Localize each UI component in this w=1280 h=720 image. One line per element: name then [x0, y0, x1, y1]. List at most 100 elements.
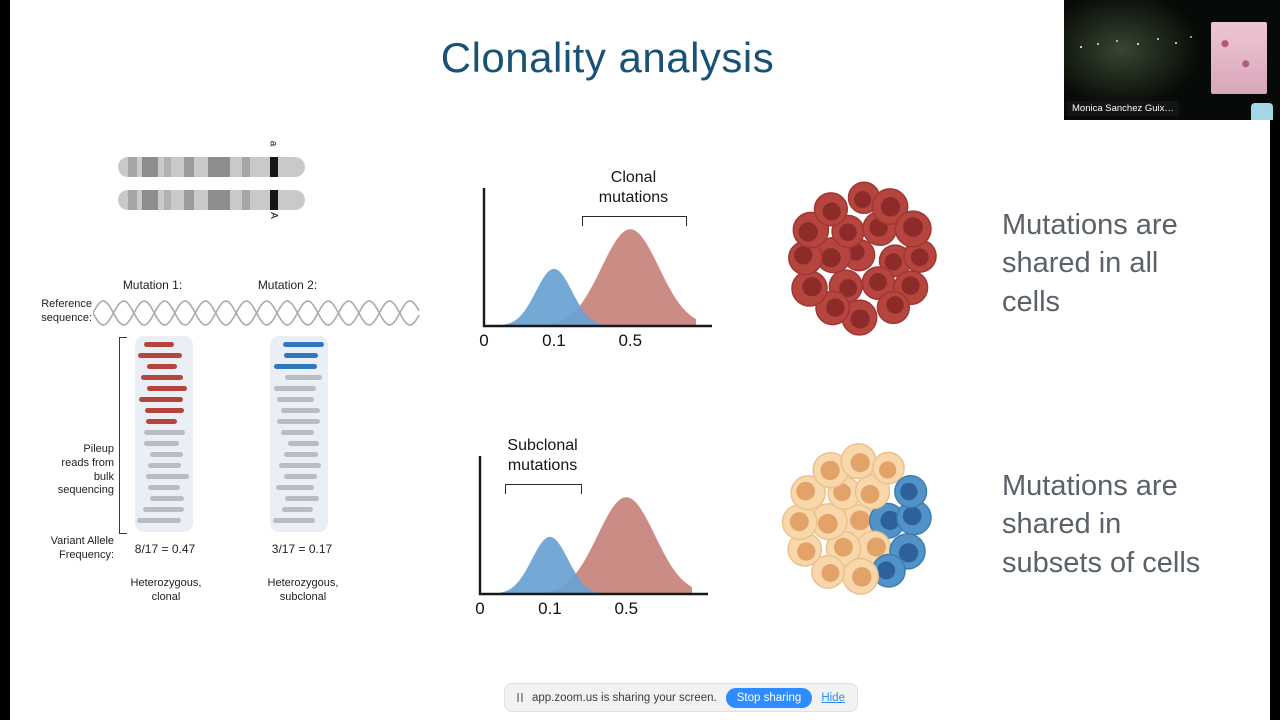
mutated-cell — [871, 553, 906, 588]
wildtype-read-bar — [274, 386, 316, 391]
wildtype-read-bar — [148, 485, 180, 490]
wildtype-read-bar — [285, 496, 319, 501]
wildtype-read-bar — [273, 518, 315, 523]
mutant-read-bar — [144, 342, 174, 347]
pause-icon[interactable] — [517, 693, 523, 702]
density-curve — [480, 497, 692, 594]
subclonal-vaf-density-chart: Subclonal mutations 0 0.1 0.5 — [466, 436, 711, 628]
cell — [878, 244, 912, 278]
wildtype-read-bar — [280, 408, 320, 413]
wildtype-read-bar — [150, 496, 184, 501]
reference-dna-helix-illustration — [93, 300, 420, 326]
wildtype-read-bar — [143, 430, 185, 435]
webcam-video-tile[interactable]: Monica Sanchez Guix… — [1064, 0, 1280, 120]
mutant-read-bar — [141, 375, 183, 380]
pileup-label: Pileup reads from bulk sequencing — [57, 443, 114, 497]
zygosity-label-mutation-1: Heterozygous, clonal — [130, 577, 202, 603]
webcam-scene-device — [1251, 103, 1273, 120]
cell — [842, 557, 880, 595]
chromosome-2 — [118, 190, 305, 210]
mutant-read-bar — [139, 397, 183, 402]
cell — [810, 502, 848, 541]
wildtype-read-bar — [287, 441, 319, 446]
mutant-read-bar — [284, 353, 318, 358]
webcam-scene-glow — [1064, 0, 1204, 110]
chromosome-1 — [118, 157, 305, 177]
mutant-read-bar — [147, 386, 187, 391]
zygosity-label-mutation-2: Heterozygous, subclonal — [267, 577, 339, 603]
cell — [813, 192, 849, 227]
wildtype-read-bar — [149, 452, 183, 457]
slide-title: Clonality analysis — [440, 34, 775, 81]
wildtype-read-bar — [284, 375, 322, 380]
mutant-read-bar — [138, 353, 182, 358]
webcam-scene-screen — [1211, 22, 1267, 94]
vaf-value-mutation-2: 3/17 = 0.17 — [271, 542, 333, 556]
subclonal-cell-cluster-illustration — [781, 442, 932, 595]
allele-label-uppercase-a: A — [267, 212, 279, 219]
stop-sharing-button[interactable]: Stop sharing — [725, 687, 813, 708]
reference-sequence-label: Reference sequence: — [41, 298, 92, 324]
pileup-column-mutation-1 — [135, 336, 193, 532]
wildtype-read-bar — [137, 518, 181, 523]
mutated-cell — [896, 499, 932, 536]
share-message: app.zoom.us is sharing your screen. — [532, 691, 717, 704]
cell — [871, 451, 905, 485]
wildtype-read-bar — [281, 507, 313, 512]
mutated-cell — [894, 475, 928, 509]
pileup-column-mutation-2 — [270, 336, 328, 532]
cell — [791, 270, 828, 307]
wildtype-read-bar — [283, 474, 317, 479]
wildtype-read-bar — [279, 463, 321, 468]
wildtype-read-bar — [276, 485, 314, 490]
wildtype-read-bar — [147, 463, 181, 468]
chart-title: Clonal mutations — [598, 169, 669, 206]
cell — [841, 299, 878, 336]
axis-tick-label: 0.5 — [614, 599, 639, 618]
axis-tick-label: 0 — [475, 599, 485, 618]
chart-title: Subclonal mutations — [507, 437, 578, 474]
clonal-vaf-density-chart: Clonal mutations 0 0.1 0.5 — [470, 168, 715, 360]
axes — [482, 188, 712, 328]
vaf-density-plot — [478, 456, 708, 596]
participant-name-label: Monica Sanchez Guix… — [1067, 100, 1179, 116]
wildtype-read-bar — [145, 474, 189, 479]
density-curve — [484, 229, 696, 326]
axis-tick-label: 0.1 — [538, 599, 562, 618]
mutant-read-bar — [273, 364, 317, 369]
vaf-value-mutation-1: 8/17 = 0.47 — [134, 542, 196, 556]
cell — [781, 504, 818, 541]
mutation-1-label: Mutation 1: — [122, 278, 183, 292]
axis-tick-label: 0 — [479, 331, 489, 350]
wildtype-read-bar — [280, 430, 314, 435]
cell — [854, 473, 891, 510]
cell — [903, 239, 937, 273]
range-bracket — [505, 484, 582, 494]
mutant-read-bar — [144, 408, 184, 413]
axes — [478, 456, 708, 596]
cell — [811, 554, 846, 589]
wildtype-read-bar — [276, 397, 314, 402]
density-curve — [484, 268, 696, 326]
chromosome-pair-illustration — [118, 157, 305, 210]
mutation-2-label: Mutation 2: — [257, 278, 318, 292]
zoom-share-bar: app.zoom.us is sharing your screen. Stop… — [504, 683, 858, 712]
hide-link[interactable]: Hide — [821, 691, 845, 704]
cell — [871, 188, 909, 225]
subclonal-caption: Mutations are shared in subsets of cells — [1002, 470, 1201, 579]
clonal-cell-cluster-illustration — [788, 181, 937, 336]
cell — [815, 290, 851, 326]
cell — [790, 474, 826, 511]
allele-label-lowercase-a: a — [267, 140, 279, 147]
cell — [861, 266, 896, 301]
pileup-bracket — [119, 337, 127, 534]
mutated-cell — [868, 502, 906, 539]
webcam-scene-lights — [1080, 46, 1082, 48]
cell — [894, 210, 932, 248]
range-bracket — [581, 216, 688, 226]
vaf-density-plot — [482, 188, 712, 328]
mutant-read-bar — [282, 342, 324, 347]
cell — [876, 290, 910, 325]
right-letterbox-bar — [1270, 0, 1280, 720]
